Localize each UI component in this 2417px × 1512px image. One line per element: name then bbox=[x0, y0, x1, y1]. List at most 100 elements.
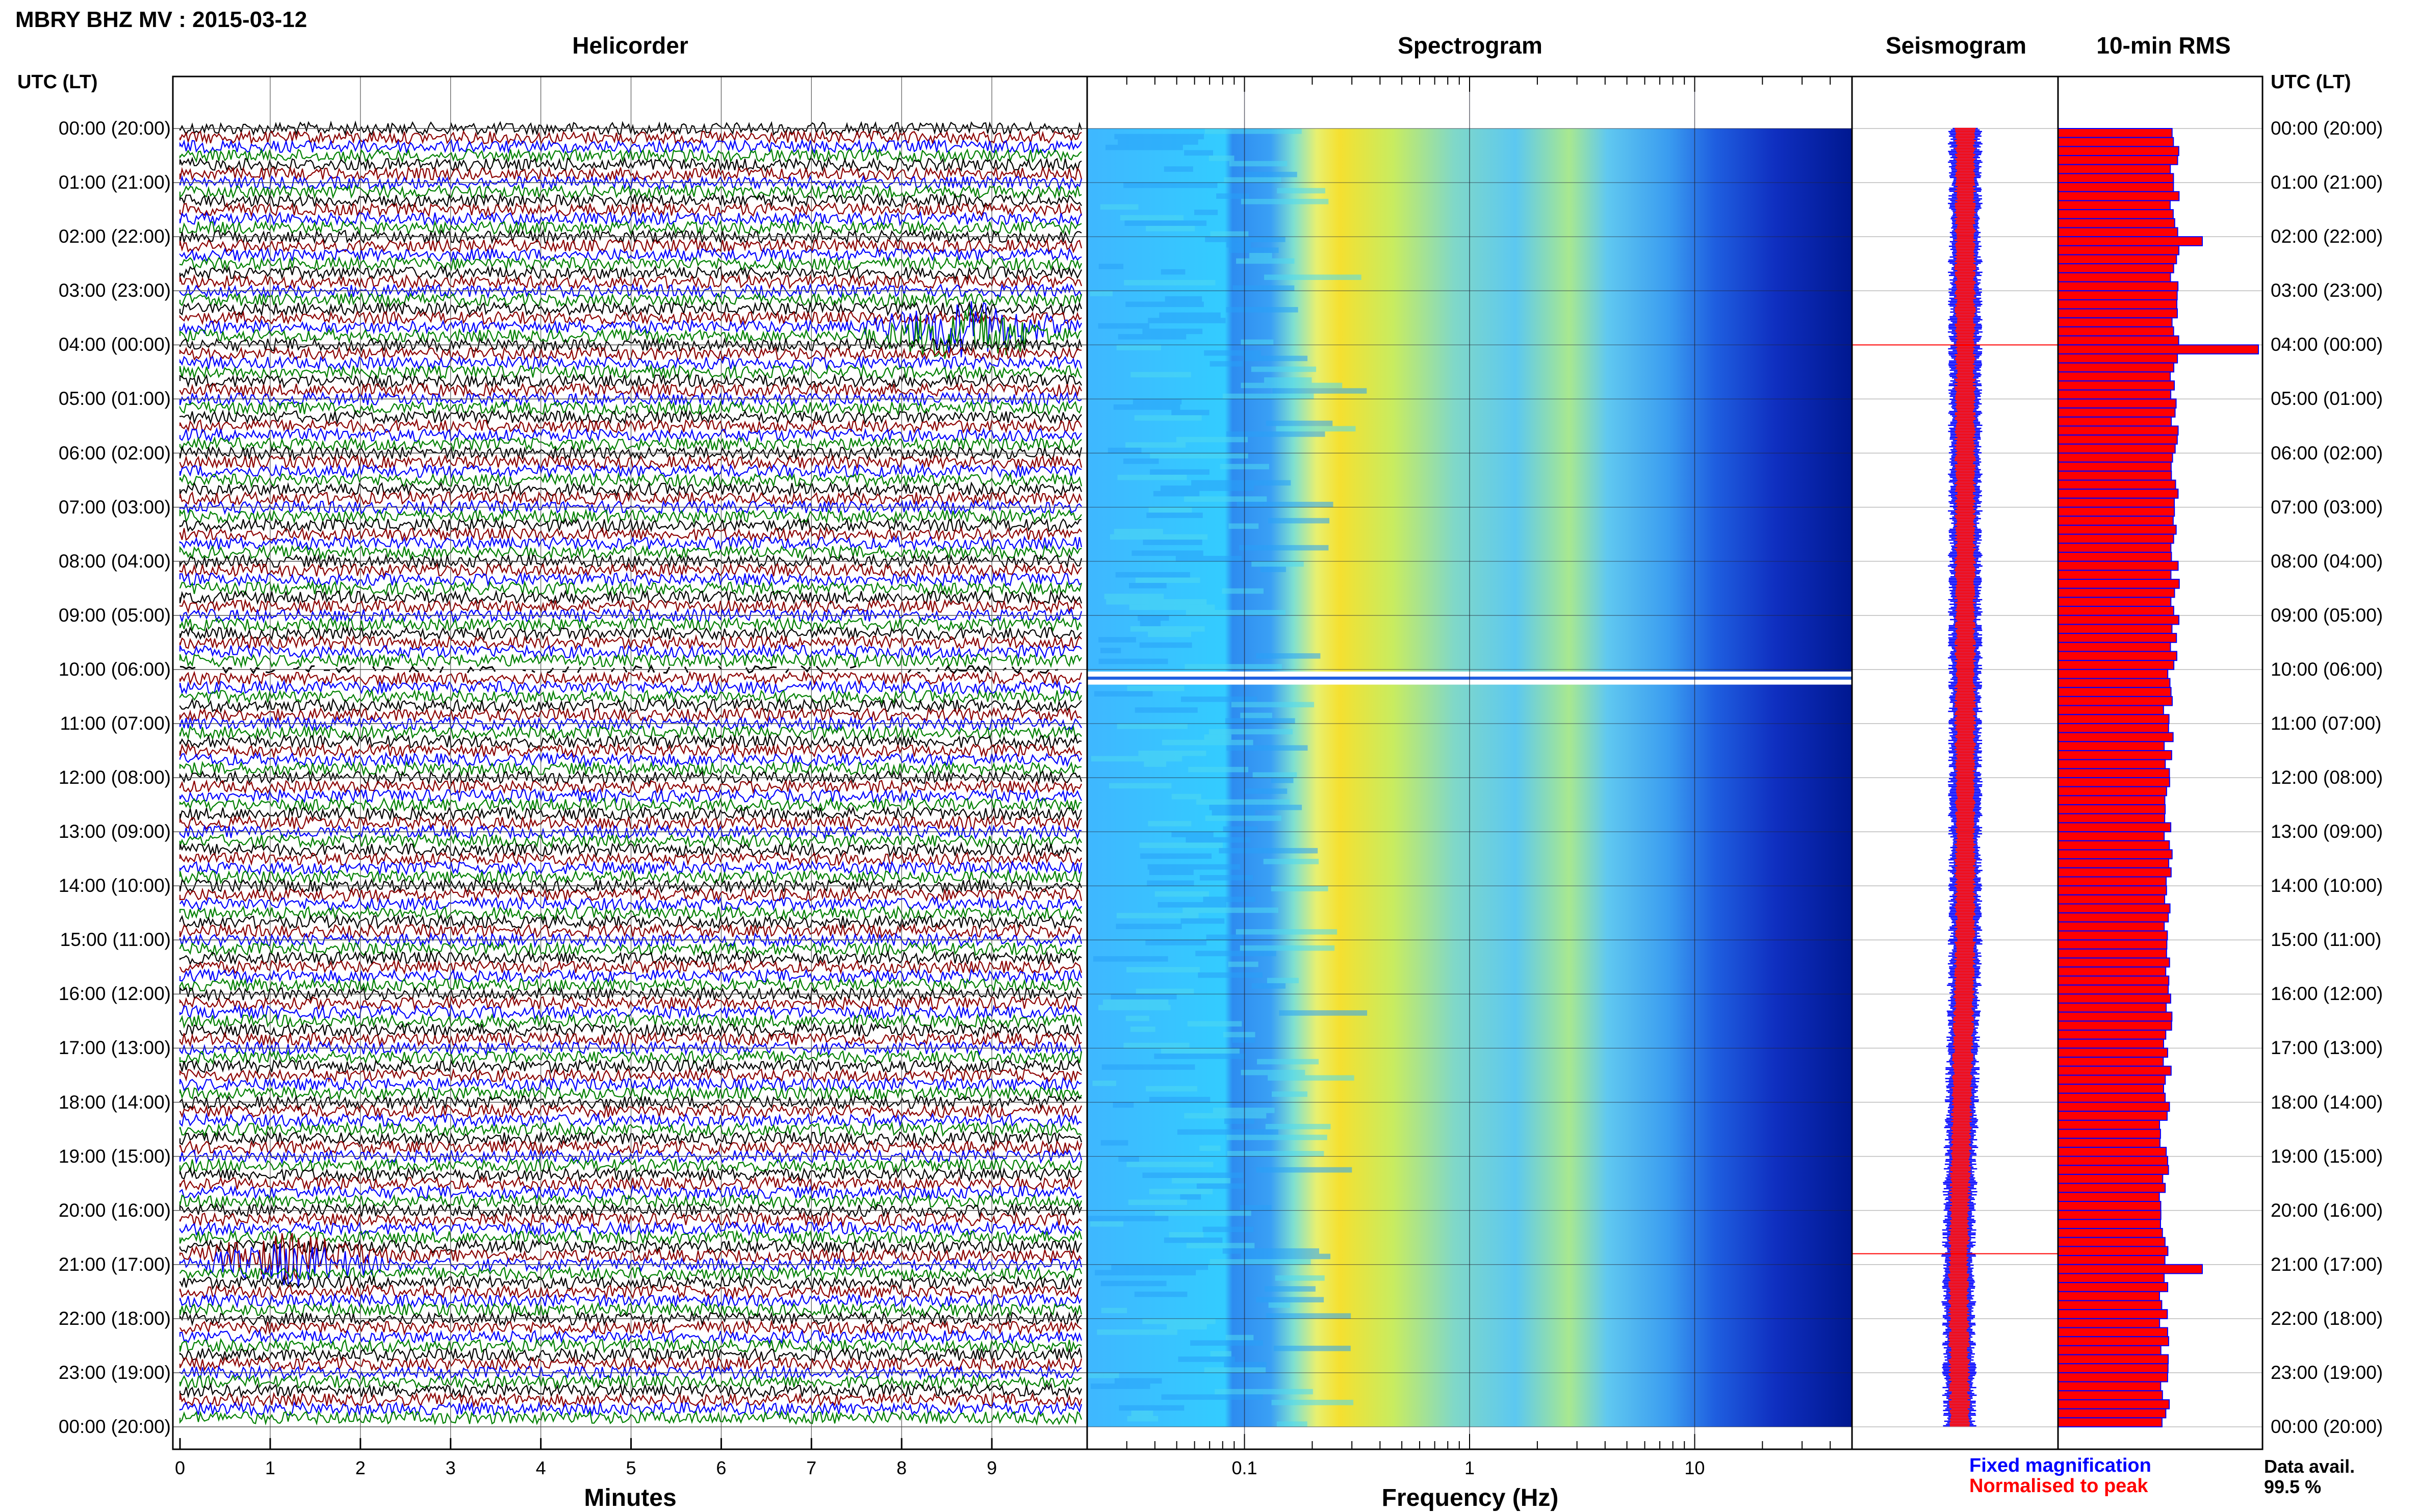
rms-bar bbox=[2058, 651, 2177, 661]
spectrogram-band bbox=[1171, 1178, 1230, 1184]
rms-bar bbox=[2058, 1084, 2164, 1094]
spectrogram-band bbox=[1204, 129, 1302, 134]
rms-bar bbox=[2058, 245, 2180, 255]
spectrogram-band bbox=[1101, 1064, 1195, 1070]
data-availability-label: Data avail. bbox=[2264, 1456, 2355, 1477]
spectrogram-band bbox=[1204, 734, 1231, 740]
legend-normalised-to-peak: Normalised to peak bbox=[1969, 1475, 2148, 1497]
helicorder-trace bbox=[179, 841, 1082, 858]
helicorder-trace bbox=[179, 1266, 1083, 1282]
spectrogram-band bbox=[1176, 437, 1248, 443]
spectrogram-band bbox=[1118, 1156, 1139, 1162]
rms-bar bbox=[2058, 1345, 2162, 1355]
rms-bar bbox=[2058, 416, 2172, 427]
rms-bar bbox=[2058, 1011, 2173, 1022]
time-label-left: 16:00 (12:00) bbox=[58, 983, 171, 1005]
rms-bar bbox=[2058, 137, 2174, 147]
spectrogram-band bbox=[1191, 480, 1291, 486]
spectrogram-band bbox=[1108, 447, 1142, 453]
rms-bar bbox=[2058, 579, 2180, 589]
helicorder-trace bbox=[179, 1319, 1082, 1336]
spectrogram-band bbox=[1180, 696, 1257, 702]
spectrogram-band bbox=[1232, 285, 1295, 291]
spectrogram-band bbox=[1100, 1140, 1128, 1146]
rms-bar bbox=[2058, 335, 2179, 346]
spectrogram-band bbox=[1226, 745, 1308, 751]
rms-bar bbox=[2058, 173, 2174, 184]
spectrogram-band bbox=[1257, 1059, 1319, 1065]
helicorder-trace bbox=[179, 454, 1083, 471]
spectrogram-band bbox=[1236, 929, 1338, 935]
spectrogram-band bbox=[1098, 264, 1124, 269]
rms-bar bbox=[2058, 1282, 2169, 1292]
spectrogram-band bbox=[1116, 924, 1182, 930]
spectrogram-band bbox=[1091, 756, 1182, 762]
spectrogram-band bbox=[1222, 1248, 1319, 1254]
time-label-left: 13:00 (09:00) bbox=[58, 821, 171, 842]
spectrogram-band bbox=[1109, 783, 1172, 789]
spectrogram-band bbox=[1111, 994, 1177, 1000]
helicorder-trace bbox=[179, 1112, 1082, 1129]
helicorder-trace bbox=[179, 670, 1083, 686]
spectrogram-band bbox=[1149, 869, 1194, 875]
helicorder-trace bbox=[179, 797, 1082, 813]
rms-bar bbox=[2058, 209, 2174, 219]
spectrogram-band bbox=[1094, 691, 1153, 697]
spectrogram-band bbox=[1228, 523, 1259, 529]
spectrogram-band bbox=[1186, 610, 1285, 616]
helicorder-trace bbox=[179, 869, 1083, 885]
spectrogram-band bbox=[1090, 1221, 1124, 1227]
seismogram-title: Seismogram bbox=[1885, 32, 2027, 59]
spectrogram-band bbox=[1256, 653, 1321, 659]
helicorder-trace bbox=[179, 138, 1082, 154]
spectrogram-band bbox=[1123, 458, 1159, 464]
time-label-left: 12:00 (08:00) bbox=[58, 767, 171, 788]
rms-bar bbox=[2058, 858, 2170, 868]
helicorder-trace bbox=[179, 859, 1083, 876]
helicorder-trace bbox=[179, 1338, 1082, 1354]
spectrogram-band bbox=[1106, 599, 1207, 605]
time-label-left: 04:00 (00:00) bbox=[58, 334, 171, 355]
spectrogram-band bbox=[1256, 1167, 1352, 1173]
helicorder-trace bbox=[179, 1031, 1082, 1047]
helicorder-trace bbox=[179, 1355, 1083, 1372]
spectrogram-band bbox=[1276, 426, 1356, 432]
spectrogram-band bbox=[1219, 848, 1318, 854]
spectrogram-band bbox=[1244, 788, 1288, 794]
time-label-left: 01:00 (21:00) bbox=[58, 172, 171, 193]
spectrogram-band bbox=[1241, 1069, 1305, 1075]
spectrogram-band bbox=[1251, 366, 1317, 372]
rms-bar bbox=[2058, 669, 2169, 679]
helicorder-trace bbox=[179, 305, 1082, 359]
rms-bar bbox=[2058, 452, 2173, 463]
spectrogram-band bbox=[1265, 1123, 1331, 1130]
spectrogram-band bbox=[1265, 1286, 1316, 1292]
spectrogram-band bbox=[1150, 453, 1248, 459]
rms-bar bbox=[2058, 407, 2176, 418]
rms-bar bbox=[2058, 308, 2178, 319]
spectrogram-title: Spectrogram bbox=[1398, 32, 1542, 59]
rms-bar bbox=[2058, 912, 2169, 922]
rms-bar bbox=[2058, 1192, 2160, 1202]
helicorder-trace bbox=[179, 147, 1082, 164]
helicorder-trace bbox=[179, 779, 1083, 795]
helicorder-trace bbox=[179, 210, 1082, 227]
rms-bar bbox=[2058, 128, 2173, 138]
spectrogram-band bbox=[1208, 156, 1235, 161]
helicorder-trace bbox=[179, 1220, 1082, 1237]
rms-bar bbox=[2058, 885, 2167, 895]
helicorder-trace bbox=[179, 715, 1082, 732]
rms-bar bbox=[2058, 570, 2172, 580]
helicorder-xtick-label: 9 bbox=[987, 1457, 997, 1478]
helicorder-trace bbox=[179, 1292, 1082, 1309]
time-label-right: 05:00 (01:00) bbox=[2271, 388, 2383, 409]
helicorder-trace bbox=[179, 481, 1083, 498]
spectrogram-band bbox=[1190, 1340, 1263, 1346]
rms-bar bbox=[2058, 1003, 2167, 1013]
rms-bar bbox=[2058, 840, 2170, 851]
rms-bar bbox=[2058, 1390, 2163, 1400]
spectrogram-band bbox=[1140, 853, 1212, 859]
helicorder-trace bbox=[179, 1076, 1082, 1092]
spectrogram-band bbox=[1240, 1205, 1272, 1211]
